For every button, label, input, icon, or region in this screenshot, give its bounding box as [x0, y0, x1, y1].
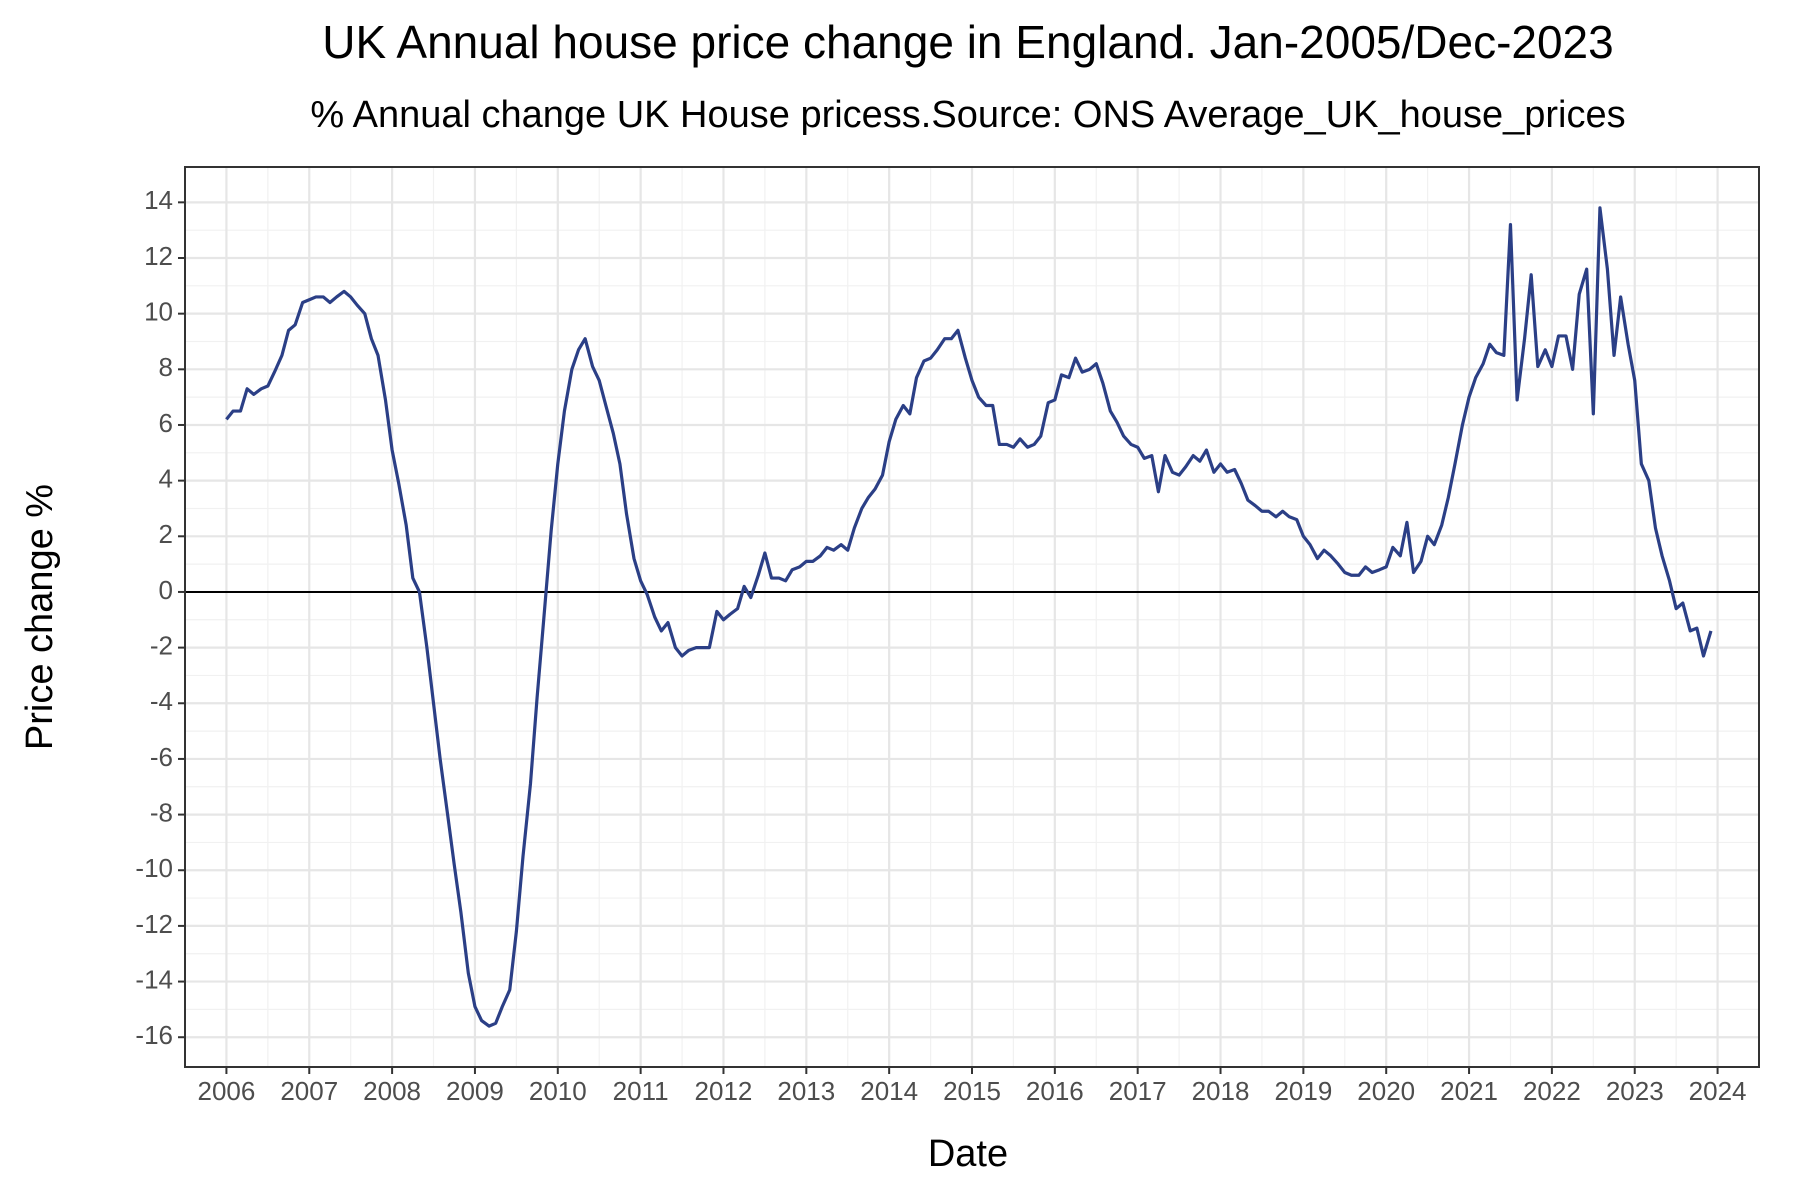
x-tick-label: 2014: [860, 1076, 918, 1106]
x-tick-label: 2018: [1192, 1076, 1250, 1106]
plot-border: [184, 166, 1760, 1068]
chart-subtitle: % Annual change UK House pricess.Source:…: [310, 94, 1625, 136]
y-tick-label: -12: [135, 909, 173, 939]
y-tick-label: 10: [144, 297, 173, 327]
x-tick-label: 2022: [1523, 1076, 1581, 1106]
x-tick-label: 2016: [1026, 1076, 1084, 1106]
y-tick-label: 8: [159, 352, 173, 382]
y-tick-label: 0: [159, 575, 173, 605]
y-tick-label: 4: [159, 464, 173, 494]
x-tick-label: 2010: [529, 1076, 587, 1106]
chart-title: UK Annual house price change in England.…: [322, 16, 1613, 68]
x-axis-label: Date: [928, 1133, 1008, 1175]
x-tick-label: 2013: [777, 1076, 835, 1106]
y-tick-label: -14: [135, 964, 173, 994]
y-tick-label: 14: [144, 185, 173, 215]
x-tick-label: 2012: [695, 1076, 753, 1106]
x-tick-label: 2007: [280, 1076, 338, 1106]
y-tick-label: 12: [144, 241, 173, 271]
y-tick-label: -2: [150, 630, 173, 660]
x-tick-label: 2015: [943, 1076, 1001, 1106]
x-tick-label: 2019: [1274, 1076, 1332, 1106]
y-tick-label: 2: [159, 519, 173, 549]
x-tick-label: 2006: [197, 1076, 255, 1106]
y-tick-label: -4: [150, 686, 173, 716]
x-tick-label: 2011: [613, 1076, 669, 1106]
y-axis-label: Price change %: [19, 484, 61, 750]
x-tick-label: 2020: [1357, 1076, 1415, 1106]
y-tick-label: 6: [159, 408, 173, 438]
y-tick-label: -6: [150, 742, 173, 772]
x-tick-label: 2021: [1440, 1076, 1498, 1106]
x-tick-label: 2009: [446, 1076, 504, 1106]
y-tick-label: -10: [135, 853, 173, 883]
x-tick-label: 2017: [1109, 1076, 1167, 1106]
x-tick-label: 2023: [1606, 1076, 1664, 1106]
x-tick-label: 2024: [1689, 1076, 1747, 1106]
y-tick-label: -8: [150, 797, 173, 827]
data-line: [225, 206, 1713, 1028]
x-tick-label: 2008: [363, 1076, 421, 1106]
y-tick-label: -16: [135, 1020, 173, 1050]
